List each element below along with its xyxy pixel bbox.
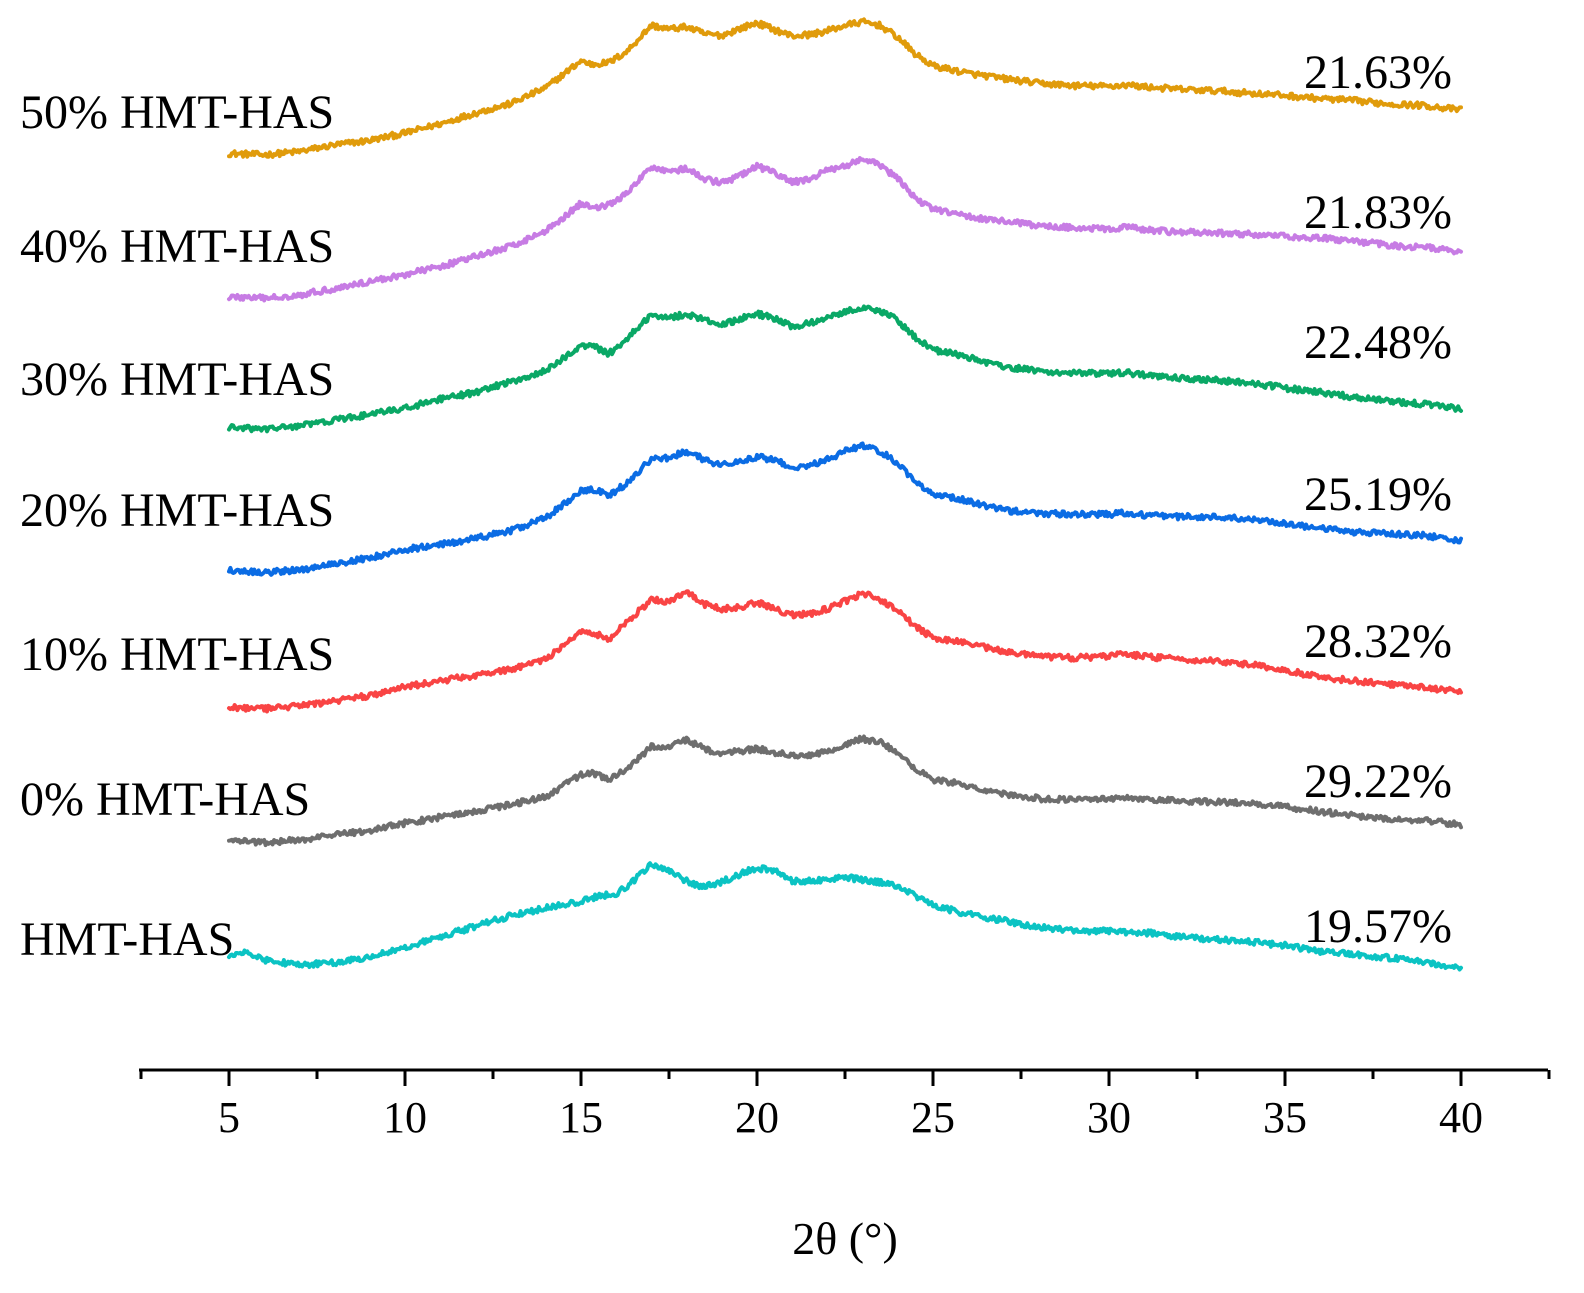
- crystallinity-label-group: 21.63% 21.83% 22.48% 25.19% 28.32% 29.22% 19.5…: [1304, 46, 1452, 953]
- series-label-series-3: 30% HMT-HAS: [20, 353, 334, 406]
- x-tick-label-5: 5: [218, 1093, 240, 1142]
- x-tick-label-30: 30: [1087, 1093, 1131, 1142]
- series-label-group: 50% HMT-HAS 40% HMT-HAS 30% HMT-HAS 20% HMT…: [20, 86, 334, 966]
- crystallinity-label-series-3: 22.48%: [1304, 316, 1452, 369]
- crystallinity-label-series-2: 21.83%: [1304, 186, 1452, 239]
- crystallinity-label-series-4: 25.19%: [1304, 468, 1452, 521]
- x-tick-group: [139, 1070, 1551, 1086]
- crystallinity-label-series-1: 21.63%: [1304, 46, 1452, 99]
- series-label-series-6: 0% HMT-HAS: [20, 773, 310, 826]
- crystallinity-label-series-6: 29.22%: [1304, 755, 1452, 808]
- trace-series-1: [227, 17, 1463, 159]
- x-tick-label-25: 25: [911, 1093, 955, 1142]
- x-tick-label-40: 40: [1439, 1093, 1483, 1142]
- trace-series-6: [227, 734, 1463, 848]
- trace-series-3: [227, 304, 1463, 434]
- series-label-series-5: 10% HMT-HAS: [20, 628, 334, 681]
- trace-series-5: [227, 589, 1463, 714]
- x-tick-label-group: 5 10 15 20 25 30 35 40: [218, 1093, 1483, 1142]
- series-label-series-7: HMT-HAS: [20, 913, 234, 966]
- series-label-series-2: 40% HMT-HAS: [20, 220, 334, 273]
- x-tick-label-35: 35: [1263, 1093, 1307, 1142]
- x-tick-label-20: 20: [735, 1093, 779, 1142]
- x-axis-title: 2θ (°): [792, 1213, 898, 1264]
- crystallinity-label-series-5: 28.32%: [1304, 615, 1452, 668]
- series-label-series-4: 20% HMT-HAS: [20, 484, 334, 537]
- x-axis: 5 10 15 20 25 30 35 40 2θ (°): [139, 1068, 1551, 1264]
- crystallinity-label-series-7: 19.57%: [1304, 900, 1452, 953]
- trace-group: [227, 17, 1463, 972]
- x-tick-label-10: 10: [383, 1093, 427, 1142]
- trace-series-4: [227, 441, 1463, 577]
- series-label-series-1: 50% HMT-HAS: [20, 86, 334, 139]
- trace-series-7: [227, 861, 1463, 972]
- trace-series-2: [227, 156, 1463, 303]
- x-tick-label-15: 15: [559, 1093, 603, 1142]
